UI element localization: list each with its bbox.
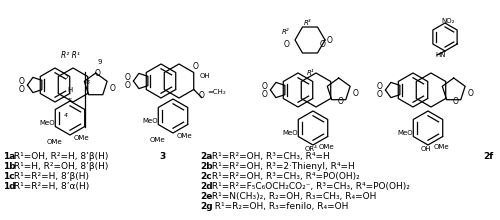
Text: 3: 3 [160, 152, 166, 161]
Text: MeO: MeO [142, 118, 158, 124]
Text: 1d: 1d [3, 182, 16, 191]
Text: OH: OH [420, 146, 432, 152]
Text: 1b: 1b [3, 162, 16, 171]
Text: 2d: 2d [200, 182, 212, 191]
Text: H: H [68, 87, 72, 93]
Text: R¹=H, R²=OH, 8’β(H): R¹=H, R²=OH, 8’β(H) [11, 162, 108, 171]
Text: O: O [18, 77, 24, 86]
Text: HN: HN [435, 52, 446, 58]
Text: R²: R² [282, 29, 289, 35]
Text: 1a: 1a [3, 152, 16, 161]
Text: O: O [95, 69, 100, 78]
Text: R¹=OH, R²=H, 8’β(H): R¹=OH, R²=H, 8’β(H) [11, 152, 108, 161]
Text: O: O [453, 97, 458, 106]
Text: MeO: MeO [39, 120, 54, 126]
Text: O: O [352, 88, 358, 97]
Text: R¹=R²=H, 8’β(H): R¹=R²=H, 8’β(H) [11, 172, 89, 181]
Text: R³: R³ [304, 20, 312, 26]
Text: OMe: OMe [319, 144, 334, 150]
Text: OMe: OMe [177, 133, 192, 139]
Text: R¹: R¹ [307, 70, 315, 76]
Text: O: O [320, 40, 326, 48]
Text: R¹=R²=H, 8’α(H): R¹=R²=H, 8’α(H) [11, 182, 89, 191]
Text: OMe: OMe [150, 137, 165, 143]
Text: 2b: 2b [200, 162, 212, 171]
Text: 7: 7 [64, 75, 68, 79]
Text: OH: OH [200, 73, 210, 79]
Text: OMe: OMe [74, 135, 90, 141]
Text: OMe: OMe [434, 144, 450, 150]
Text: O: O [376, 90, 382, 99]
Text: R¹=R₂=OH, R₃=fenilo, R₄=OH: R¹=R₂=OH, R₃=fenilo, R₄=OH [209, 202, 348, 211]
Text: O: O [338, 97, 344, 106]
Text: 2a: 2a [200, 152, 212, 161]
Text: 9: 9 [98, 59, 102, 65]
Text: O: O [199, 90, 204, 99]
Text: R¹=R²=OH, R³=2·Thienyl, R⁴=H: R¹=R²=OH, R³=2·Thienyl, R⁴=H [209, 162, 355, 171]
Text: O: O [262, 81, 268, 90]
Text: R¹=R²=OH, R³=CH₃, R⁴=H: R¹=R²=OH, R³=CH₃, R⁴=H [209, 152, 330, 161]
Text: NO₂: NO₂ [442, 18, 455, 24]
Text: MeO: MeO [282, 130, 298, 136]
Text: 1′: 1′ [68, 97, 72, 103]
Text: OMe: OMe [46, 139, 62, 145]
Text: O: O [468, 88, 473, 97]
Text: OR⁴: OR⁴ [304, 146, 318, 152]
Text: O: O [262, 90, 268, 99]
Text: R¹=N(CH₃)₂, R₂=OH, R₃=CH₃, R₄=OH: R¹=N(CH₃)₂, R₂=OH, R₃=CH₃, R₄=OH [209, 192, 376, 201]
Text: R¹=R²=F₅C₆OCH₂CO₂⁻, R³=CH₃, R⁴=PO(OH)₂: R¹=R²=F₅C₆OCH₂CO₂⁻, R³=CH₃, R⁴=PO(OH)₂ [209, 182, 410, 191]
Text: 2e: 2e [200, 192, 212, 201]
Text: O: O [124, 81, 130, 90]
Text: R¹=R²=OH, R³=CH₃, R⁴=PO(OH)₂: R¹=R²=OH, R³=CH₃, R⁴=PO(OH)₂ [209, 172, 360, 181]
Text: 8′: 8′ [86, 79, 91, 84]
Text: O: O [376, 81, 382, 90]
Text: MeO: MeO [397, 130, 412, 136]
Text: =CH₂: =CH₂ [208, 88, 227, 95]
Text: 2c: 2c [200, 172, 211, 181]
Text: O: O [18, 84, 24, 94]
Text: O: O [110, 84, 116, 92]
Text: 2f: 2f [483, 152, 493, 161]
Text: 1c: 1c [3, 172, 14, 181]
Text: O: O [193, 62, 199, 70]
Text: O: O [283, 40, 289, 48]
Text: R² R¹: R² R¹ [60, 51, 80, 60]
Text: O: O [124, 73, 130, 81]
Text: 4′: 4′ [64, 112, 68, 117]
Text: O: O [327, 35, 333, 44]
Text: 2g: 2g [200, 202, 212, 211]
